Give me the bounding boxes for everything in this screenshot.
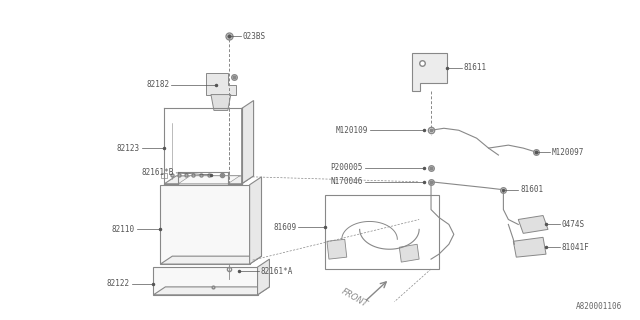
Bar xyxy=(325,195,439,269)
Polygon shape xyxy=(518,215,548,233)
Polygon shape xyxy=(211,95,231,110)
Text: 82110: 82110 xyxy=(111,225,134,234)
Polygon shape xyxy=(206,73,236,95)
Text: 023BS: 023BS xyxy=(243,32,266,41)
Polygon shape xyxy=(242,100,253,184)
Polygon shape xyxy=(179,176,240,184)
Text: FRONT: FRONT xyxy=(340,286,369,309)
Text: M120109: M120109 xyxy=(335,126,367,135)
Text: 81609: 81609 xyxy=(273,223,296,232)
Polygon shape xyxy=(412,53,447,91)
Text: 82161*B: 82161*B xyxy=(142,168,174,177)
Text: 82161*A: 82161*A xyxy=(260,267,293,276)
Text: P200005: P200005 xyxy=(330,164,363,172)
Polygon shape xyxy=(161,256,262,264)
Polygon shape xyxy=(161,185,250,264)
Text: A820001106: A820001106 xyxy=(576,302,622,311)
Polygon shape xyxy=(327,239,347,259)
Polygon shape xyxy=(250,177,262,264)
Text: 82123: 82123 xyxy=(116,144,140,153)
Text: 82122: 82122 xyxy=(106,279,130,288)
Text: 81601: 81601 xyxy=(520,185,543,194)
Text: 0474S: 0474S xyxy=(562,220,585,229)
Text: N170046: N170046 xyxy=(330,177,363,186)
Bar xyxy=(161,173,167,178)
Polygon shape xyxy=(154,267,257,295)
Text: 81611: 81611 xyxy=(464,63,487,72)
Polygon shape xyxy=(399,244,419,262)
Text: M120097: M120097 xyxy=(552,148,584,156)
Polygon shape xyxy=(154,287,269,295)
Polygon shape xyxy=(513,237,546,257)
Polygon shape xyxy=(257,259,269,295)
Text: 81041F: 81041F xyxy=(562,243,589,252)
Polygon shape xyxy=(164,176,253,184)
Text: 82182: 82182 xyxy=(146,80,170,89)
